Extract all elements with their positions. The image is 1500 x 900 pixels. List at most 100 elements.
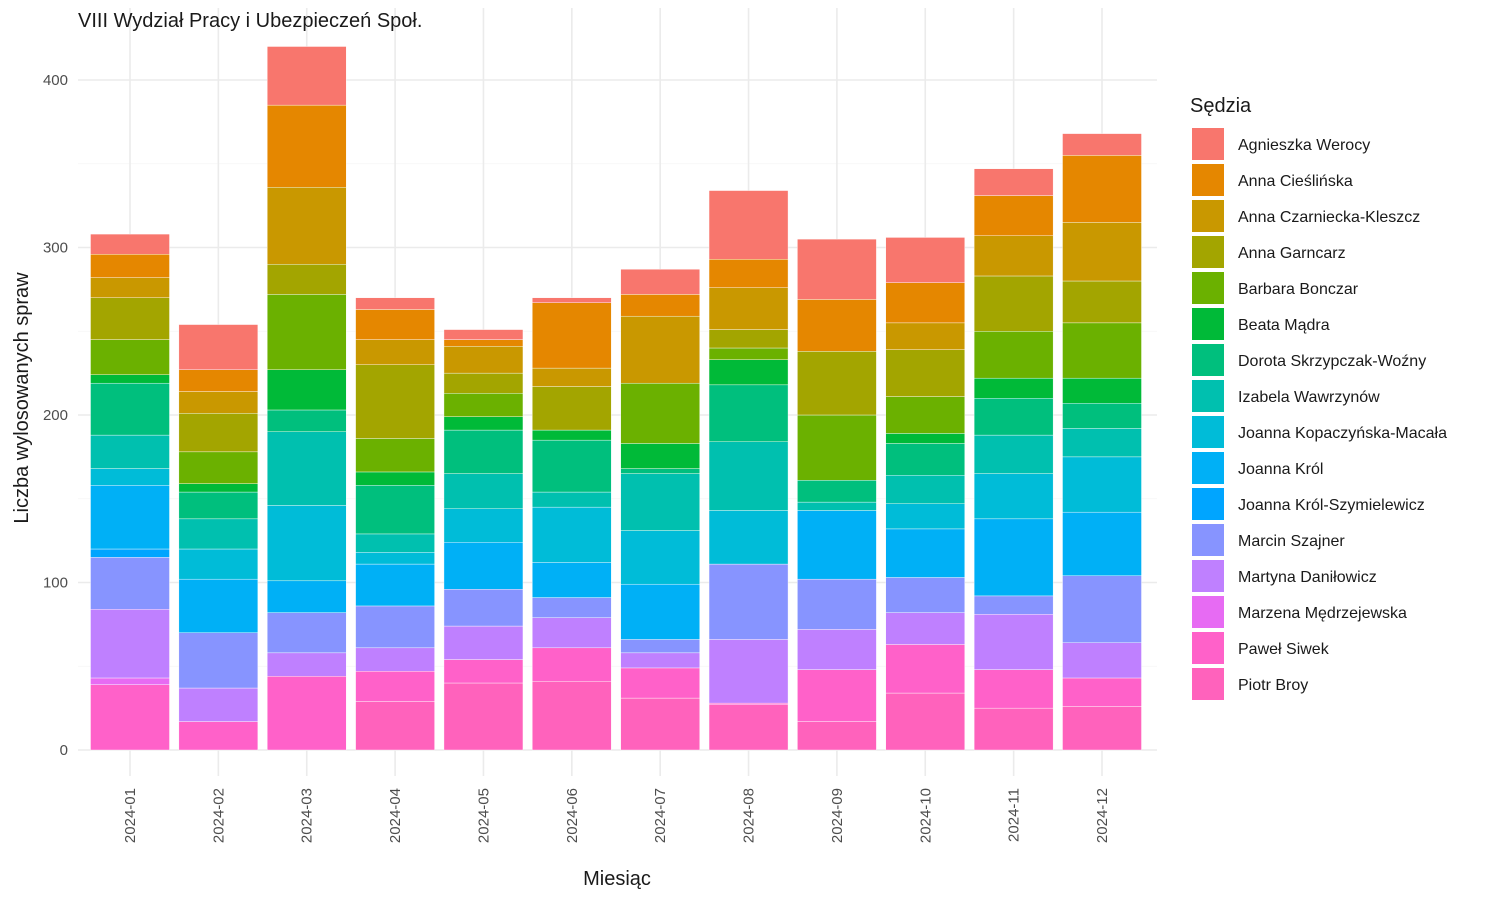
bar-segment: [90, 485, 170, 550]
bar-segment: [885, 282, 965, 324]
bar-segment: [532, 386, 612, 431]
bar-segment: [178, 451, 259, 484]
bar-segment: [973, 235, 1054, 277]
bar-segment: [1062, 403, 1142, 429]
bar-segment: [973, 518, 1054, 597]
bar-segment: [708, 190, 789, 260]
legend-swatch: [1192, 380, 1224, 412]
bar-segment: [443, 589, 524, 627]
legend-swatch: [1192, 164, 1224, 196]
bar-segment: [355, 364, 435, 439]
bar-segment: [355, 552, 435, 565]
bar-segment: [708, 510, 789, 565]
bar-segment: [885, 443, 965, 476]
bar-segment: [90, 468, 170, 486]
legend-label: Barbara Bonczar: [1238, 281, 1359, 298]
legend-swatch: [1192, 344, 1224, 376]
y-axis-title: Liczba wylosowanych spraw: [11, 272, 33, 524]
bar-segment: [355, 438, 435, 473]
bar-segment: [355, 563, 435, 607]
bar-segment: [355, 485, 435, 535]
y-tick-label: 0: [60, 742, 68, 759]
bar-segment: [973, 275, 1054, 332]
bar-segment: [355, 671, 435, 702]
bar-segment: [178, 632, 259, 689]
legend-label: Izabela Wawrzynów: [1238, 389, 1380, 406]
bar-segment: [797, 299, 877, 352]
legend-swatch: [1192, 632, 1224, 664]
bars: [90, 46, 1142, 751]
bar-segment: [1062, 133, 1142, 156]
bar-segment: [620, 468, 700, 474]
legend-swatch: [1192, 416, 1224, 448]
bar-segment: [620, 473, 700, 531]
bar-segment: [178, 391, 259, 414]
bar-segment: [443, 346, 524, 374]
legend-swatch: [1192, 452, 1224, 484]
x-tick-label: 2024-05: [475, 788, 492, 843]
bar-segment: [90, 434, 170, 469]
bar-segment: [267, 46, 347, 106]
bar-segment: [267, 104, 347, 188]
bar-segment: [355, 701, 435, 751]
bar-segment: [797, 480, 877, 503]
x-tick-label: 2024-11: [1006, 788, 1023, 842]
legend-swatch: [1192, 488, 1224, 520]
bar-segment: [1062, 377, 1142, 404]
bar-segment: [1062, 642, 1142, 679]
bar-segment: [267, 505, 347, 582]
bar-segment: [708, 287, 789, 330]
bar-segment: [443, 372, 524, 394]
bar-segment: [90, 297, 170, 340]
legend-label: Joanna Kopaczyńska-Macała: [1238, 425, 1447, 442]
bar-segment: [797, 578, 877, 630]
bar-segment: [797, 414, 877, 481]
legend-label: Anna Czarniecka-Kleszcz: [1238, 209, 1420, 226]
bar-segment: [532, 681, 612, 751]
legend-swatch: [1192, 524, 1224, 556]
bar-segment: [267, 264, 347, 295]
legend-swatch: [1192, 200, 1224, 232]
legend-title: Sędzia: [1190, 95, 1252, 117]
bar-segment: [1062, 511, 1142, 577]
x-tick-label: 2024-03: [299, 788, 316, 843]
x-axis-title: Miesiąc: [583, 868, 651, 890]
bar-segment: [90, 382, 170, 436]
bar-segment: [885, 475, 965, 504]
bar-segment: [708, 704, 789, 751]
bar-segment: [355, 647, 435, 672]
bar-segment: [178, 413, 259, 453]
x-tick-label: 2024-04: [387, 788, 404, 843]
bar-segment: [620, 530, 700, 585]
bar-segment: [1062, 456, 1142, 513]
bar-segment: [90, 339, 170, 375]
bar-segment: [443, 542, 524, 590]
chart-title: VIII Wydział Pracy i Ubezpieczeń Społ.: [78, 10, 422, 32]
bar-segment: [267, 409, 347, 432]
bar-segment: [1062, 322, 1142, 379]
bar-segment: [267, 652, 347, 677]
bar-segment: [797, 669, 877, 722]
bar-segment: [178, 721, 259, 751]
y-tick-label: 400: [43, 72, 68, 89]
x-axis-ticks: 2024-01 2024-02 2024-03 2024-04 2024-05 2024-…: [122, 788, 1111, 843]
bar-segment: [532, 367, 612, 387]
bar-segment: [90, 277, 170, 298]
x-tick-label: 2024-12: [1094, 788, 1111, 843]
bar-segment: [973, 434, 1054, 474]
bar-segment: [708, 259, 789, 288]
bar-segment: [708, 563, 789, 640]
bar-segment: [620, 639, 700, 654]
bar-segment: [355, 533, 435, 553]
bar-segment: [885, 322, 965, 350]
bar-segment: [443, 473, 524, 509]
bar-segment: [797, 629, 877, 670]
bar-segment: [708, 347, 789, 360]
bar-segment: [885, 644, 965, 694]
bar-segment: [620, 382, 700, 444]
bar-segment: [267, 369, 347, 411]
legend-label: Martyna Daniłowicz: [1238, 569, 1377, 586]
legend-swatch: [1192, 128, 1224, 160]
bar-segment: [532, 506, 612, 563]
bar-segment: [797, 510, 877, 580]
